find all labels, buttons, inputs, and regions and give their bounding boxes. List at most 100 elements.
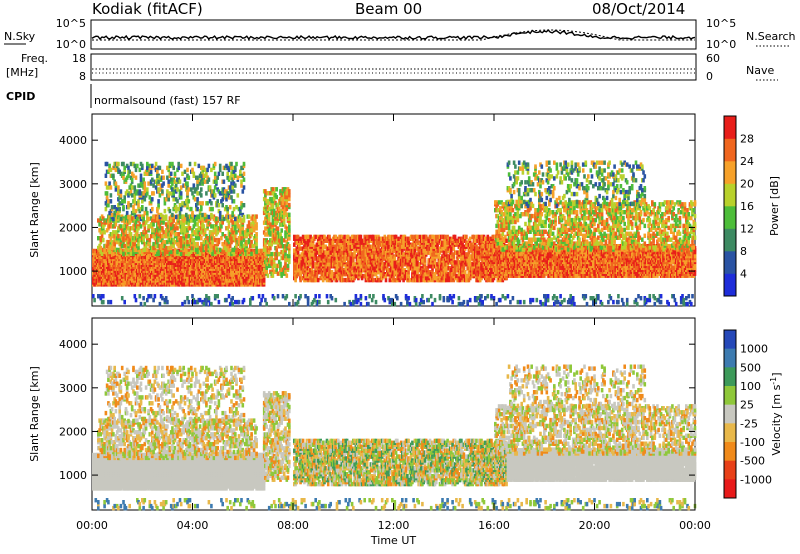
echo-cells — [92, 160, 697, 307]
echo-cell — [203, 179, 207, 184]
echo-cell — [260, 248, 263, 254]
echo-cell — [198, 201, 202, 206]
echo-cell — [133, 241, 137, 247]
echo-cell — [117, 234, 120, 239]
echo-cell — [196, 175, 199, 180]
echo-cell — [151, 197, 154, 202]
echo-cell — [187, 187, 191, 192]
echo-cell — [125, 189, 129, 194]
nsearch-trace — [92, 29, 695, 41]
echo-cell — [240, 179, 243, 184]
echo-cell — [119, 249, 123, 255]
echo-cell — [167, 197, 170, 202]
echo-cell — [179, 243, 183, 249]
echo-cell — [133, 163, 137, 169]
echo-cell — [293, 248, 296, 253]
freq-unit: [MHz] — [6, 66, 38, 79]
echo-cell — [272, 208, 276, 214]
echo-cell — [114, 247, 118, 253]
echo-cell — [157, 179, 160, 184]
echo-cell — [250, 239, 253, 245]
echo-cell — [288, 259, 291, 265]
echo-cell — [255, 226, 258, 231]
echo-cell — [218, 214, 222, 220]
echo-cell — [275, 187, 278, 192]
echo-cell — [234, 165, 237, 171]
echo-cell — [123, 243, 126, 249]
echo-cell — [179, 251, 183, 257]
echo-cell — [271, 218, 275, 223]
nsky-tick-bottom: 10^0 — [56, 38, 86, 51]
echo-cell — [187, 222, 191, 227]
echo-cell — [198, 251, 202, 257]
echo-cell — [162, 214, 165, 220]
echo-cell — [247, 247, 251, 253]
echo-cell — [221, 241, 224, 247]
echo-cell — [205, 247, 208, 253]
echo-cell — [284, 261, 287, 267]
echo-cell — [241, 189, 245, 194]
nsearch-tick-bottom: 10^0 — [706, 38, 736, 51]
echo-cell — [197, 163, 201, 169]
echo-cell — [281, 204, 285, 210]
echo-cell — [196, 206, 199, 212]
echo-cell — [132, 251, 135, 257]
echo-cell — [226, 206, 229, 212]
echo-cell — [242, 161, 246, 167]
echo-cell — [117, 249, 120, 255]
echo-cell — [288, 226, 291, 231]
echo-cell — [240, 183, 243, 188]
nave-label: Nave — [746, 64, 774, 77]
echo-cell — [331, 240, 335, 245]
echo-cell — [171, 161, 174, 167]
echo-cell — [271, 202, 275, 208]
echo-cell — [120, 199, 124, 204]
echo-cell — [234, 220, 237, 225]
echo-cell — [173, 251, 177, 257]
echo-cell — [127, 165, 130, 171]
echo-cell — [161, 169, 164, 174]
echo-cell — [271, 273, 275, 278]
echo-cell — [250, 251, 253, 257]
echo-cell — [309, 234, 312, 240]
echo-cell — [172, 197, 175, 202]
echo-cell — [205, 243, 208, 249]
echo-cell — [232, 206, 236, 212]
echo-cell — [365, 256, 369, 261]
echo-cell — [117, 161, 120, 167]
echo-cell — [122, 175, 125, 180]
echo-cell — [187, 251, 191, 257]
echo-cell — [127, 214, 130, 220]
echo-cell — [196, 185, 199, 190]
echo-cell — [118, 206, 121, 212]
echo-cell — [186, 167, 189, 173]
echo-cell — [177, 161, 180, 167]
echo-cell — [216, 175, 219, 180]
echo-cell — [277, 251, 281, 257]
echo-cell — [157, 220, 160, 225]
echo-cell — [285, 200, 289, 206]
echo-cell — [159, 212, 163, 218]
echo-cell — [202, 224, 206, 229]
echo-cell — [242, 171, 246, 176]
echo-cell — [109, 199, 113, 204]
echo-cell — [221, 232, 224, 237]
echo-cell — [187, 199, 191, 204]
echo-cell — [152, 222, 155, 227]
echo-cell — [192, 183, 196, 188]
echo-cell — [172, 191, 175, 196]
echo-cell — [152, 251, 155, 257]
echo-cell — [173, 171, 177, 176]
echo-cell — [162, 220, 165, 225]
echo-cell — [255, 237, 258, 243]
echo-cell — [234, 183, 237, 188]
echo-cell — [109, 167, 113, 173]
echo-cell — [368, 234, 371, 240]
echo-cell — [213, 185, 217, 190]
echo-cell — [146, 187, 149, 192]
echo-cell — [122, 251, 125, 257]
echo-cell — [143, 189, 147, 194]
echo-cell — [222, 179, 226, 184]
echo-cell — [193, 197, 197, 202]
nsearch-tick-top: 10^5 — [706, 17, 736, 30]
